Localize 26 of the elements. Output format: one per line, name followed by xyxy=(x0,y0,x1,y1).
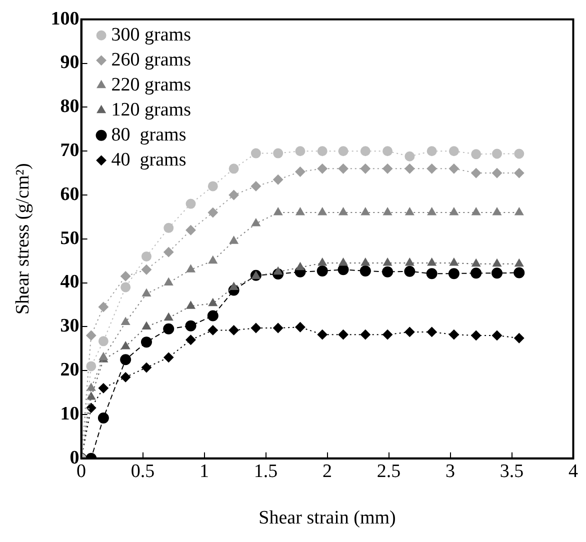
legend-label: 80 grams xyxy=(111,124,186,146)
legend-label: 120 grams xyxy=(111,99,191,120)
x-tick-label: 0.5 xyxy=(130,460,155,482)
x-tick-label: 1 xyxy=(200,460,210,482)
y-tick-label: 50 xyxy=(60,228,80,249)
x-tick-label: 4 xyxy=(568,460,578,482)
x-tick-label: 2 xyxy=(322,460,332,482)
x-tick-label: 2.5 xyxy=(376,460,401,482)
y-tick-label: 60 xyxy=(60,184,80,205)
legend-label: 220 grams xyxy=(111,74,191,96)
y-tick-label: 100 xyxy=(50,8,80,30)
y-axis-title: Shear stress (g/cm²) xyxy=(12,163,34,315)
legend-label: 260 grams xyxy=(111,49,191,70)
y-tick-label: 40 xyxy=(60,272,80,293)
y-tick-label: 90 xyxy=(60,52,80,74)
x-tick-label: 3.5 xyxy=(500,460,524,482)
y-tick-label: 10 xyxy=(60,403,80,424)
y-tick-label: 80 xyxy=(60,96,80,118)
x-tick-label: 1.5 xyxy=(254,460,278,482)
y-tick-label: 70 xyxy=(60,140,80,162)
x-axis-title: Shear strain (mm) xyxy=(258,508,396,529)
legend-label: 300 grams xyxy=(111,24,191,46)
legend-label: 40 grams xyxy=(111,149,186,170)
y-tick-label: 20 xyxy=(60,360,80,381)
x-tick-label: 3 xyxy=(446,460,456,482)
y-tick-label: 30 xyxy=(60,316,80,337)
